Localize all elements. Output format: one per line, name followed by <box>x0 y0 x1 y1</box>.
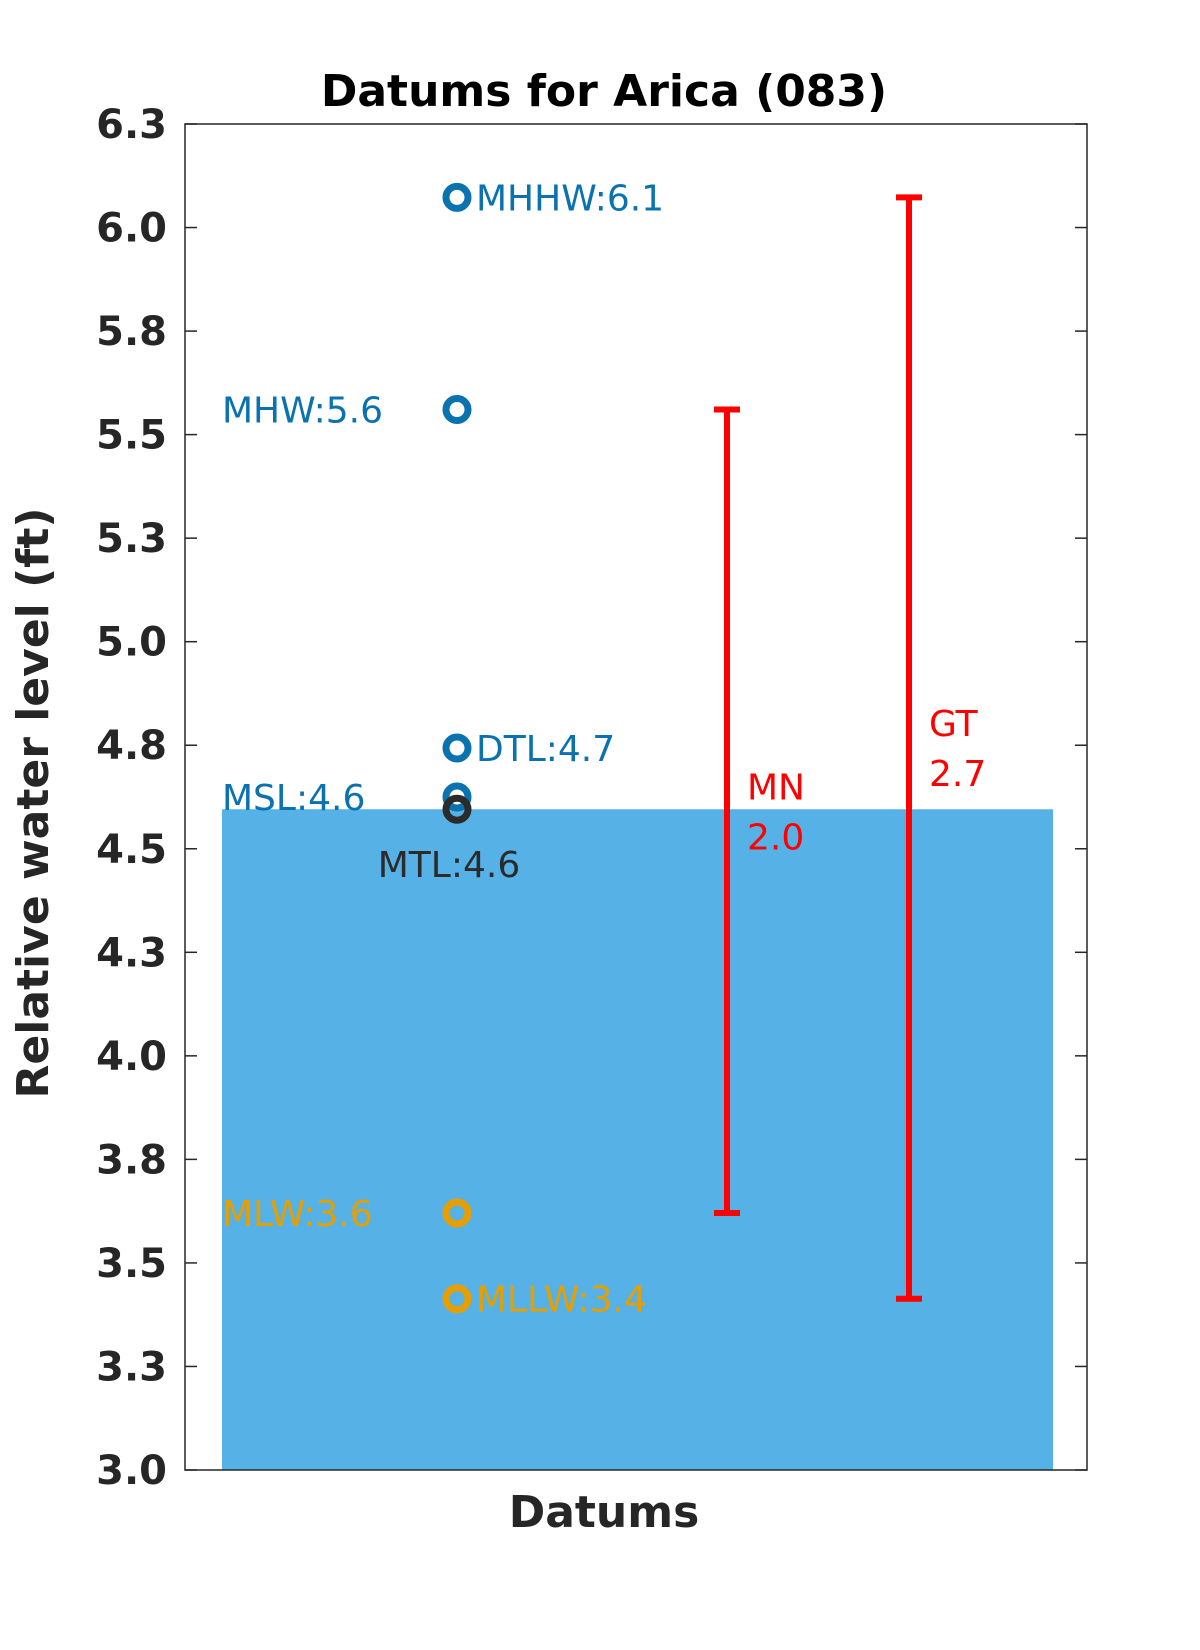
y-tick-label: 6.3 <box>96 102 167 148</box>
datum-marker-mtl <box>442 794 472 824</box>
datum-label-mhw: MHW:5.6 <box>222 391 383 432</box>
y-tick-label: 5.3 <box>96 516 167 562</box>
range-value-gt: 2.7 <box>929 754 986 795</box>
y-tick-label: 3.8 <box>96 1137 167 1183</box>
datum-marker-mhw <box>442 395 472 425</box>
x-axis-label: Datums <box>509 1487 700 1538</box>
datum-marker-mllw <box>442 1284 472 1314</box>
datum-label-dtl: DTL:4.7 <box>476 729 615 770</box>
datum-label-mlw: MLW:3.6 <box>222 1194 373 1235</box>
datum-label-mhhw: MHHW:6.1 <box>476 178 664 219</box>
y-tick-label: 4.8 <box>96 723 167 769</box>
datum-marker-msl <box>442 782 472 812</box>
ranges-layer: MN 2.0 GT 2.7 <box>714 194 986 1302</box>
datum-marker-dtl <box>442 733 472 763</box>
datum-label-msl: MSL:4.6 <box>222 778 365 819</box>
datum-marker-mlw <box>442 1198 472 1228</box>
bar-layer <box>222 809 1053 1470</box>
y-tick-label: 5.5 <box>96 413 167 459</box>
datum-label-mtl: MTL:4.6 <box>378 845 521 886</box>
chart-title: Datums for Arica (083) <box>321 66 887 117</box>
y-axis-label: Relative water level (ft) <box>8 508 59 1099</box>
y-tick-label: 3.5 <box>96 1241 167 1287</box>
range-name-mn: MN <box>747 767 805 808</box>
points-layer: MHHW:6.1 MHW:5.6 DTL:4.7 MSL:4.6 MTL:4.6 MLW:… <box>222 178 664 1320</box>
y-tick-label: 5.8 <box>96 309 167 355</box>
y-tick-label: 3.3 <box>96 1344 167 1390</box>
y-tick-label: 4.3 <box>96 930 167 976</box>
plot-frame <box>184 123 1088 1471</box>
axes-layer: 3.0 3.3 3.5 3.8 4.0 4.3 4.5 4.8 5.0 5.3 5.5 5.8 6.0 6… <box>96 102 1088 1494</box>
y-tick-label: 4.5 <box>96 827 167 873</box>
y-tick-label: 6.0 <box>96 206 167 252</box>
datum-bar <box>222 809 1053 1470</box>
datum-marker-mhhw <box>442 182 472 212</box>
range-value-mn: 2.0 <box>747 817 804 858</box>
y-tick-label: 3.0 <box>96 1448 167 1494</box>
range-name-gt: GT <box>929 704 979 745</box>
y-tick-label: 5.0 <box>96 620 167 666</box>
datum-label-mllw: MLLW:3.4 <box>476 1280 647 1321</box>
y-tick-label: 4.0 <box>96 1034 167 1080</box>
